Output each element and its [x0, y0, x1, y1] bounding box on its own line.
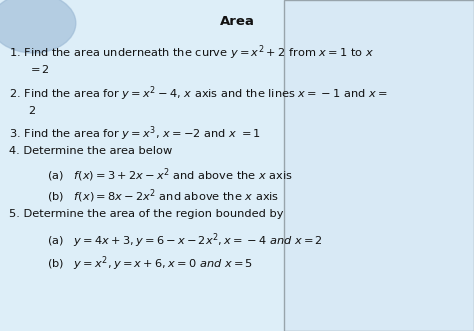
- Text: (b)   $f(x) = 8x - 2x^2$ and above the $x$ axis: (b) $f(x) = 8x - 2x^2$ and above the $x$…: [47, 188, 280, 205]
- FancyBboxPatch shape: [284, 0, 474, 331]
- Text: (b)   $y = x^2, y = x+6, x = 0$ $\mathit{and}$ $x = 5$: (b) $y = x^2, y = x+6, x = 0$ $\mathit{a…: [47, 255, 254, 273]
- Text: (a)   $y = 4x +3, y = 6-x-2x^2, x = -4$ $\mathit{and}$ $x = 2$: (a) $y = 4x +3, y = 6-x-2x^2, x = -4$ $\…: [47, 232, 323, 250]
- Text: 4. Determine the area below: 4. Determine the area below: [9, 146, 173, 156]
- Text: 5. Determine the area of the region bounded by: 5. Determine the area of the region boun…: [9, 209, 284, 219]
- Text: Area: Area: [219, 15, 255, 28]
- Text: 3. Find the area for $y = x^3$, $x{=}{-}2$ and $x\ {=}1$: 3. Find the area for $y = x^3$, $x{=}{-}…: [9, 124, 262, 143]
- Text: (a)   $f(x) = 3 + 2x - x^2$ and above the $x$ axis: (a) $f(x) = 3 + 2x - x^2$ and above the …: [47, 166, 293, 184]
- Text: $=2$: $=2$: [28, 63, 50, 75]
- Text: 1. Find the area underneath the curve $y = x^2 + 2$ from $x = 1$ to $x$: 1. Find the area underneath the curve $y…: [9, 43, 374, 62]
- Text: 2. Find the area for $y = x^2 - 4$, $x$ axis and the lines $x = -1$ and $x =$: 2. Find the area for $y = x^2 - 4$, $x$ …: [9, 84, 388, 103]
- Text: $2$: $2$: [28, 104, 36, 116]
- Ellipse shape: [0, 0, 76, 53]
